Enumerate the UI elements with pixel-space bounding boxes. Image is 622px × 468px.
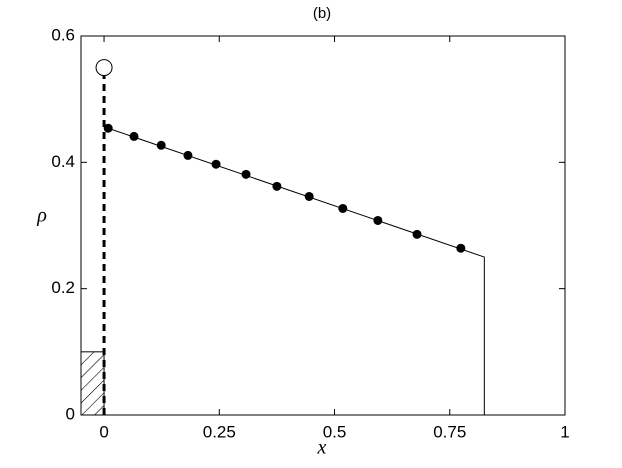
y-axis-label: ρ bbox=[36, 205, 47, 227]
data-point bbox=[183, 150, 193, 160]
plot-frame bbox=[80, 35, 566, 416]
x-tick-label: 0.25 bbox=[203, 422, 236, 441]
x-tick-label: 0.75 bbox=[433, 422, 466, 441]
open-point bbox=[95, 59, 113, 77]
data-point bbox=[272, 181, 282, 191]
x-tick-label: 1 bbox=[560, 422, 569, 441]
x-tick-label: 0.5 bbox=[323, 422, 347, 441]
x-axis-label: x bbox=[317, 437, 327, 459]
data-point bbox=[338, 203, 348, 213]
data-point bbox=[456, 243, 466, 253]
data-point bbox=[304, 191, 314, 201]
data-point bbox=[156, 140, 166, 150]
y-tick-label: 0.6 bbox=[51, 25, 75, 44]
y-tick-label: 0.4 bbox=[51, 152, 75, 171]
data-point bbox=[241, 169, 251, 179]
data-point bbox=[211, 159, 221, 169]
data-point bbox=[129, 131, 139, 141]
data-point bbox=[103, 123, 113, 133]
chart-title: (b) bbox=[313, 5, 331, 22]
data-point bbox=[412, 229, 422, 239]
x-tick-label: 0 bbox=[99, 422, 108, 441]
data-point bbox=[373, 215, 383, 225]
hatched-region bbox=[80, 351, 105, 416]
y-tick-label: 0.2 bbox=[51, 278, 75, 297]
data-line bbox=[106, 127, 485, 415]
y-tick-label: 0 bbox=[66, 404, 75, 423]
